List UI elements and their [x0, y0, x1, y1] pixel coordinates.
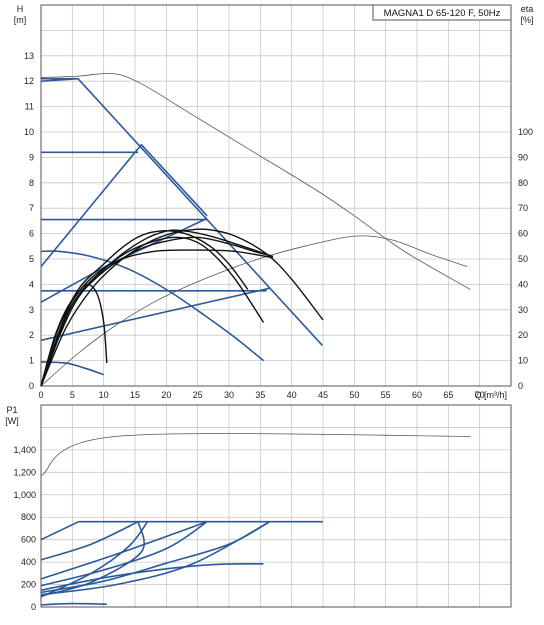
series-line-blue — [40, 520, 139, 561]
series-line-blue — [40, 520, 208, 580]
y-tick-label: 9 — [29, 152, 34, 162]
y-tick-label: 0 — [29, 381, 34, 391]
x-tick-label: 60 — [412, 390, 422, 400]
y-tick-label: 0 — [31, 602, 36, 612]
series-line-thin — [40, 235, 468, 387]
y-tick-label: 800 — [21, 512, 36, 522]
y-axis-unit: [W] — [5, 416, 19, 426]
y-tick-label: 1,200 — [13, 467, 36, 477]
x-tick-label: 50 — [349, 390, 359, 400]
power-tick-labels: 0 200 400 600 800 1,000 1,200 1,400 — [13, 445, 36, 612]
head-plot-frame — [40, 4, 512, 387]
y-tick-label: 1 — [29, 356, 34, 366]
y-tick-label: 13 — [24, 51, 34, 61]
x-tick-label: 65 — [443, 390, 453, 400]
series-line-blue — [40, 250, 265, 362]
y-tick-label: 10 — [24, 127, 34, 137]
series-line-blue — [40, 77, 79, 82]
y-tick-label: 2 — [29, 330, 34, 340]
y-axis-unit: [m] — [14, 15, 27, 25]
series-line-blue — [41, 77, 323, 346]
series-line-blue — [40, 520, 271, 596]
chart-title-box — [372, 4, 512, 21]
y-axis-label: H — [17, 4, 24, 14]
y-axis-label: P1 — [6, 405, 17, 415]
y-tick-label: 4 — [29, 279, 34, 289]
x-tick-label: 55 — [381, 390, 391, 400]
series-line-black — [40, 236, 265, 387]
y-tick-label: 200 — [21, 580, 36, 590]
x-tick-label: 5 — [70, 390, 75, 400]
x-tick-label: 10 — [99, 390, 109, 400]
y2-tick-label: 40 — [518, 279, 528, 289]
y-tick-label: 1,000 — [13, 490, 36, 500]
y-tick-label: 8 — [29, 178, 34, 188]
power-series-group — [40, 433, 471, 606]
x-axis-label: Q [m³/h] — [474, 390, 507, 400]
series-line-blue — [40, 287, 270, 342]
series-line-blue — [40, 143, 208, 268]
y-tick-label: 12 — [24, 76, 34, 86]
y2-tick-label: 80 — [518, 178, 528, 188]
y2-axis-unit: [%] — [520, 15, 533, 25]
series-line-blue — [40, 521, 145, 597]
y2-tick-label: 10 — [518, 356, 528, 366]
y-tick-label: 11 — [25, 102, 34, 112]
series-line-black — [40, 230, 249, 387]
y-tick-label: 7 — [29, 203, 34, 213]
head-tick-labels: 0 5 10 15 20 25 30 35 40 45 50 55 60 65 70012345678910… — [24, 51, 533, 400]
series-line-blue — [40, 521, 208, 587]
power-grid — [41, 405, 511, 607]
power-plot-frame — [40, 404, 512, 608]
x-tick-label: 40 — [287, 390, 297, 400]
series-line-blue — [40, 562, 264, 591]
series-line-blue — [40, 521, 149, 598]
y2-tick-label: 100 — [518, 127, 533, 137]
series-line-thin — [40, 72, 471, 290]
y2-axis-label: eta — [521, 4, 534, 14]
y2-tick-label: 20 — [518, 330, 528, 340]
x-tick-label: 70 — [475, 390, 485, 400]
y-tick-label: 1,400 — [13, 445, 36, 455]
series-line-blue — [40, 361, 104, 376]
y2-tick-label: 30 — [518, 305, 528, 315]
y-tick-label: 3 — [29, 305, 34, 315]
x-tick-label: 15 — [130, 390, 140, 400]
x-tick-label: 25 — [193, 390, 203, 400]
head-grid — [41, 5, 511, 386]
series-line-black — [40, 249, 274, 387]
x-tick-label: 20 — [161, 390, 171, 400]
x-tick-label: 35 — [255, 390, 265, 400]
y2-tick-label: 50 — [518, 254, 528, 264]
series-line-thin — [40, 433, 471, 477]
head-efficiency-panel: 0 5 10 15 20 25 30 35 40 45 50 55 60 65 70012345678910… — [14, 4, 534, 400]
x-tick-label: 0 — [38, 390, 43, 400]
y-tick-label: 600 — [21, 535, 36, 545]
chart-title: MAGNA1 D 65-120 F, 50Hz — [384, 8, 501, 19]
series-line-blue — [40, 602, 107, 606]
y2-tick-label: 90 — [518, 152, 528, 162]
y2-tick-label: 0 — [518, 381, 523, 391]
x-tick-label: 45 — [318, 390, 328, 400]
y-tick-label: 5 — [29, 254, 34, 264]
head-series-group — [40, 72, 471, 387]
y2-tick-label: 60 — [518, 229, 528, 239]
y2-tick-label: 70 — [518, 203, 528, 213]
y-tick-label: 400 — [21, 557, 36, 567]
y-tick-label: 6 — [29, 229, 34, 239]
x-tick-label: 30 — [224, 390, 234, 400]
series-line-blue — [40, 520, 79, 541]
power-panel: 0 200 400 600 800 1,000 1,200 1,400 P1[W] — [5, 404, 512, 612]
